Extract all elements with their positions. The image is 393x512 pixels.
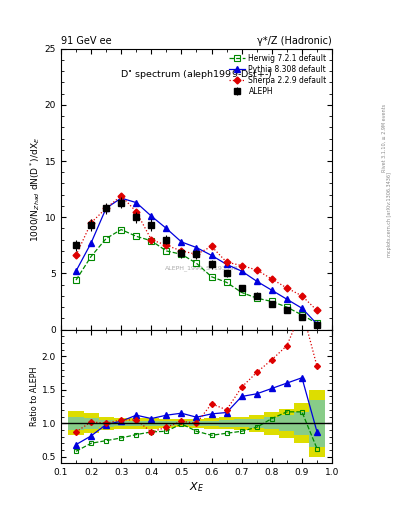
Herwig 7.2.1 default: [89, 253, 94, 260]
Line: Sherpa 2.2.9 default: Sherpa 2.2.9 default: [73, 194, 320, 313]
Herwig 7.2.1 default: [104, 236, 108, 242]
Sherpa 2.2.9 default: [285, 285, 289, 291]
Herwig 7.2.1 default: [194, 260, 199, 266]
Herwig 7.2.1 default: [119, 226, 123, 232]
Text: Rivet 3.1.10, ≥ 2.9M events: Rivet 3.1.10, ≥ 2.9M events: [382, 104, 387, 173]
Herwig 7.2.1 default: [315, 321, 320, 327]
Sherpa 2.2.9 default: [149, 237, 154, 243]
Text: D$^{\bullet}$ spectrum (aleph1999-Dst+-): D$^{\bullet}$ spectrum (aleph1999-Dst+-): [120, 68, 273, 81]
Herwig 7.2.1 default: [224, 280, 229, 286]
X-axis label: $X_E$: $X_E$: [189, 480, 204, 494]
Pythia 8.308 default: [104, 205, 108, 211]
Pythia 8.308 default: [315, 321, 320, 327]
Pythia 8.308 default: [134, 200, 139, 206]
Sherpa 2.2.9 default: [134, 208, 139, 215]
Sherpa 2.2.9 default: [315, 307, 320, 313]
Pythia 8.308 default: [239, 268, 244, 274]
Pythia 8.308 default: [149, 213, 154, 219]
Sherpa 2.2.9 default: [119, 193, 123, 199]
Herwig 7.2.1 default: [270, 298, 274, 305]
Sherpa 2.2.9 default: [224, 259, 229, 265]
Sherpa 2.2.9 default: [179, 248, 184, 254]
Herwig 7.2.1 default: [254, 295, 259, 301]
Legend: Herwig 7.2.1 default, Pythia 8.308 default, Sherpa 2.2.9 default, ALEPH: Herwig 7.2.1 default, Pythia 8.308 defau…: [227, 52, 328, 97]
Pythia 8.308 default: [179, 239, 184, 245]
Sherpa 2.2.9 default: [164, 242, 169, 248]
Herwig 7.2.1 default: [299, 312, 304, 318]
Sherpa 2.2.9 default: [194, 251, 199, 258]
Sherpa 2.2.9 default: [209, 243, 214, 249]
Text: mcplots.cern.ch [arXiv:1306.3436]: mcplots.cern.ch [arXiv:1306.3436]: [387, 173, 392, 258]
Text: γ*/Z (Hadronic): γ*/Z (Hadronic): [257, 36, 332, 46]
Herwig 7.2.1 default: [209, 274, 214, 280]
Herwig 7.2.1 default: [149, 238, 154, 244]
Pythia 8.308 default: [209, 252, 214, 259]
Pythia 8.308 default: [285, 296, 289, 302]
Herwig 7.2.1 default: [134, 233, 139, 240]
Herwig 7.2.1 default: [179, 251, 184, 258]
Pythia 8.308 default: [194, 244, 199, 250]
Herwig 7.2.1 default: [285, 304, 289, 310]
Pythia 8.308 default: [119, 195, 123, 201]
Herwig 7.2.1 default: [73, 277, 78, 283]
Y-axis label: Ratio to ALEPH: Ratio to ALEPH: [30, 367, 39, 426]
Pythia 8.308 default: [73, 268, 78, 274]
Pythia 8.308 default: [254, 278, 259, 284]
Herwig 7.2.1 default: [239, 289, 244, 295]
Herwig 7.2.1 default: [164, 248, 169, 254]
Sherpa 2.2.9 default: [299, 293, 304, 299]
Line: Herwig 7.2.1 default: Herwig 7.2.1 default: [73, 227, 320, 326]
Text: ALEPH_1999_S4193598: ALEPH_1999_S4193598: [165, 265, 239, 271]
Sherpa 2.2.9 default: [270, 276, 274, 282]
Sherpa 2.2.9 default: [104, 205, 108, 211]
Sherpa 2.2.9 default: [73, 252, 78, 259]
Sherpa 2.2.9 default: [254, 267, 259, 273]
Sherpa 2.2.9 default: [239, 263, 244, 269]
Y-axis label: 1000/N$_{Zhad}$ dN(D$^*$)/dX$_E$: 1000/N$_{Zhad}$ dN(D$^*$)/dX$_E$: [28, 136, 42, 242]
Pythia 8.308 default: [89, 240, 94, 246]
Text: 91 GeV ee: 91 GeV ee: [61, 36, 112, 46]
Pythia 8.308 default: [299, 305, 304, 311]
Line: Pythia 8.308 default: Pythia 8.308 default: [73, 195, 320, 327]
Pythia 8.308 default: [270, 287, 274, 293]
Sherpa 2.2.9 default: [89, 220, 94, 226]
Pythia 8.308 default: [164, 225, 169, 231]
Pythia 8.308 default: [224, 261, 229, 267]
